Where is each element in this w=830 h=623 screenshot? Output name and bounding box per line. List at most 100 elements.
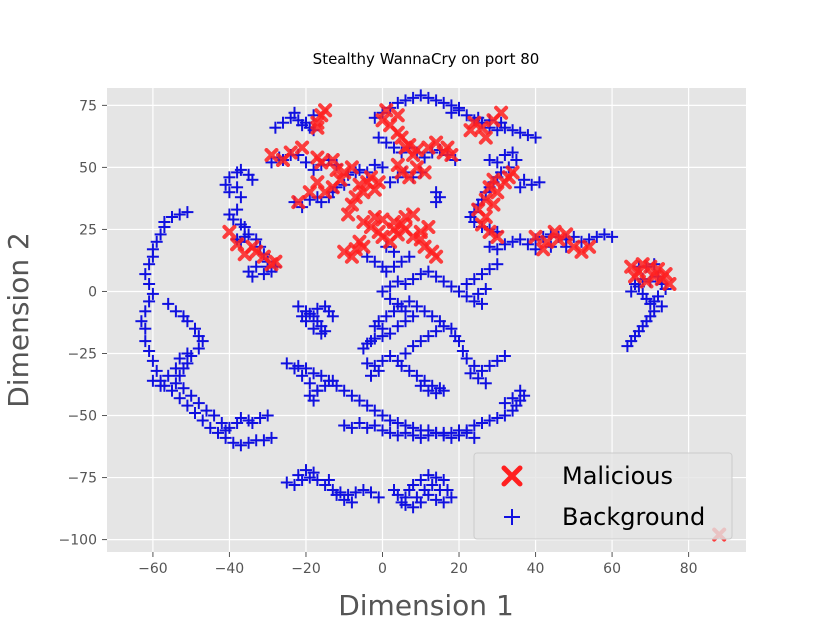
background-point (621, 340, 634, 353)
background-point (460, 278, 473, 290)
background-point (410, 369, 423, 382)
background-point (430, 387, 443, 400)
background-point (384, 426, 397, 439)
background-point (368, 158, 381, 171)
background-point (181, 206, 194, 219)
background-point (414, 268, 427, 281)
background-point (391, 275, 404, 288)
background-point (257, 268, 270, 281)
background-point (146, 243, 159, 256)
background-point (326, 374, 339, 387)
background-point (430, 471, 443, 484)
background-point (143, 295, 156, 308)
background-point (422, 330, 435, 343)
malicious-point (379, 103, 394, 118)
background-point (437, 384, 450, 397)
y-tick-label: 25 (79, 222, 97, 238)
malicious-point (421, 220, 436, 234)
background-point (162, 369, 175, 382)
background-point (529, 243, 542, 256)
background-point (307, 163, 320, 176)
background-point (361, 357, 374, 370)
background-point (368, 255, 381, 268)
background-point (300, 464, 312, 477)
background-point (407, 479, 420, 491)
background-point (391, 429, 404, 442)
background-point (196, 335, 209, 348)
background-point (518, 173, 531, 186)
background-point (215, 417, 228, 429)
background-point (162, 297, 175, 310)
background-point (453, 335, 465, 348)
malicious-point (475, 120, 489, 135)
background-point (498, 397, 511, 410)
background-series (135, 89, 672, 514)
background-point (498, 238, 511, 251)
background-point (292, 469, 305, 482)
background-point (280, 357, 293, 370)
background-point (437, 474, 450, 486)
background-point (303, 377, 316, 390)
background-point (173, 392, 186, 405)
x-tick-label: 20 (450, 561, 468, 577)
background-point (181, 347, 194, 360)
malicious-point (413, 232, 428, 247)
background-point (345, 389, 358, 402)
y-tick-label: 50 (79, 160, 97, 176)
malicious-point (478, 210, 493, 224)
malicious-point (662, 277, 677, 291)
background-point (376, 409, 389, 422)
background-point (418, 305, 431, 318)
background-point (510, 154, 523, 166)
background-point (353, 394, 366, 407)
background-point (166, 384, 178, 397)
x-tick-label: −40 (215, 561, 245, 577)
background-point (422, 384, 435, 397)
background-point (384, 414, 397, 427)
background-point (338, 384, 351, 397)
y-tick-label: −75 (67, 471, 97, 487)
x-tick-label: 40 (527, 561, 545, 577)
background-point (483, 240, 496, 253)
malicious-point (494, 105, 509, 120)
background-point (437, 496, 450, 509)
background-point (391, 488, 404, 501)
malicious-point (406, 207, 421, 222)
background-point (173, 369, 186, 382)
background-point (437, 275, 450, 288)
background-point (234, 439, 247, 452)
background-point (368, 419, 381, 432)
background-point (234, 191, 247, 204)
background-point (345, 496, 358, 509)
background-point (208, 409, 221, 422)
background-point (154, 228, 167, 241)
background-point (391, 96, 404, 109)
background-point (319, 379, 332, 392)
background-point (261, 409, 274, 422)
background-point (422, 469, 435, 482)
background-point (189, 407, 201, 419)
background-point (368, 320, 381, 333)
malicious-point (398, 140, 413, 155)
background-point (491, 243, 504, 256)
legend-malicious-marker (501, 465, 523, 487)
malicious-point (318, 103, 333, 118)
background-point (483, 263, 496, 276)
background-point (403, 250, 416, 263)
x-tick-label: 60 (603, 561, 621, 577)
background-point (212, 426, 224, 439)
background-point (231, 181, 244, 194)
malicious-point (314, 155, 329, 170)
background-point (479, 283, 492, 295)
background-point (223, 186, 236, 199)
malicious-point (536, 242, 551, 257)
background-point (322, 474, 335, 486)
background-point (200, 404, 213, 417)
background-point (395, 359, 408, 372)
malicious-point (628, 269, 642, 284)
background-point (483, 414, 496, 427)
x-tick-label: −20 (291, 561, 321, 577)
background-point (525, 178, 538, 191)
legend-malicious-label: Malicious (562, 462, 673, 490)
background-point (143, 258, 156, 271)
